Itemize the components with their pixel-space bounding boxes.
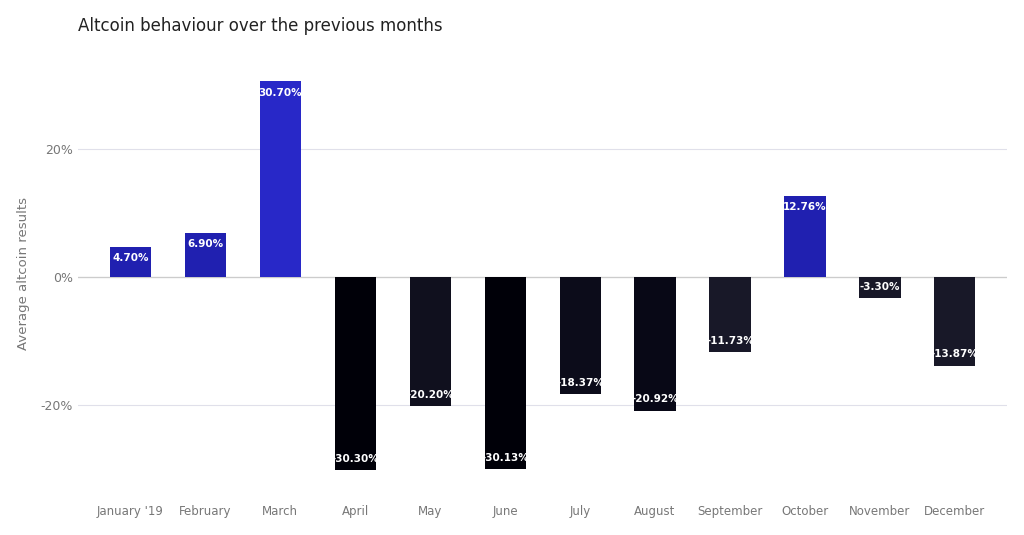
Text: -30.30%: -30.30% bbox=[332, 454, 379, 464]
Bar bbox=[635, 277, 676, 410]
Bar bbox=[410, 277, 451, 406]
Bar bbox=[934, 277, 976, 365]
Bar bbox=[484, 277, 525, 469]
Text: -20.20%: -20.20% bbox=[407, 389, 454, 400]
Bar bbox=[784, 196, 825, 277]
Text: 30.70%: 30.70% bbox=[258, 88, 302, 97]
Text: -3.30%: -3.30% bbox=[860, 282, 900, 292]
Text: -11.73%: -11.73% bbox=[707, 335, 754, 346]
Text: 4.70%: 4.70% bbox=[113, 254, 148, 263]
Text: -20.92%: -20.92% bbox=[631, 394, 679, 404]
Text: Altcoin behaviour over the previous months: Altcoin behaviour over the previous mont… bbox=[78, 17, 442, 35]
Bar bbox=[110, 247, 152, 277]
Bar bbox=[184, 233, 226, 277]
Bar bbox=[559, 277, 601, 394]
Text: 12.76%: 12.76% bbox=[783, 202, 826, 212]
Bar bbox=[859, 277, 900, 298]
Text: -13.87%: -13.87% bbox=[931, 349, 979, 359]
Text: 6.90%: 6.90% bbox=[187, 240, 223, 249]
Bar bbox=[260, 81, 301, 277]
Y-axis label: Average altcoin results: Average altcoin results bbox=[16, 197, 30, 350]
Text: -18.37%: -18.37% bbox=[556, 378, 604, 388]
Text: -30.13%: -30.13% bbox=[481, 453, 529, 463]
Bar bbox=[335, 277, 376, 470]
Bar bbox=[710, 277, 751, 352]
